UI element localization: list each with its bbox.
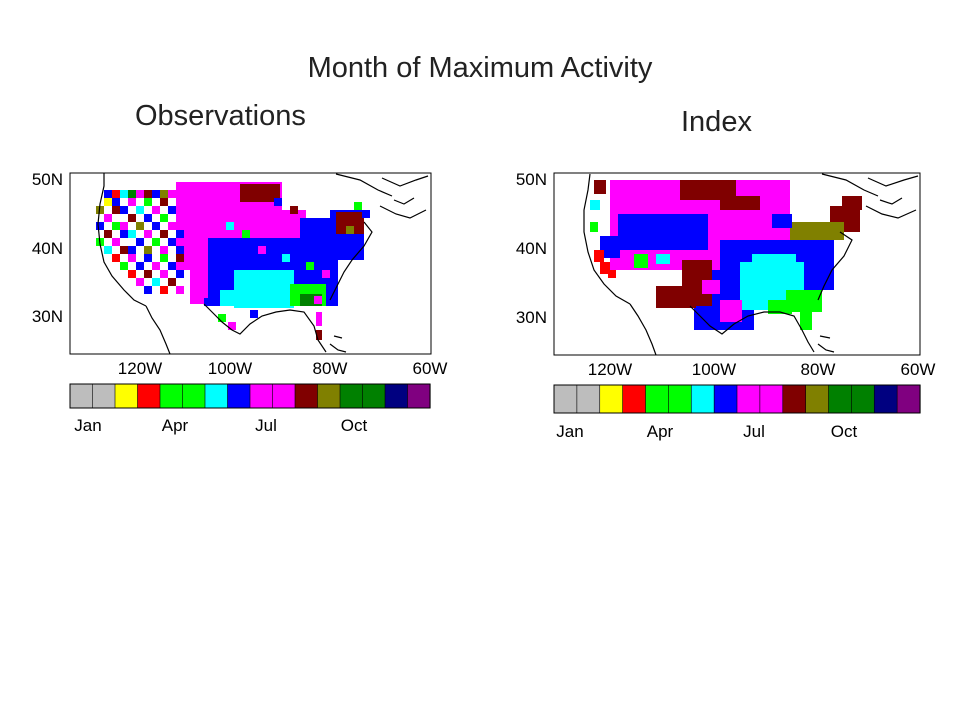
map-panel-index: 50N 40N 30N 120W 100W 80W 60W Jan Apr Ju…: [516, 170, 936, 441]
colorbar-swatch: [713, 384, 738, 414]
colorbar-swatch: [384, 383, 409, 409]
colorbar-swatch: [339, 383, 364, 409]
colorbar-swatch: [873, 384, 898, 414]
figure-title: Month of Maximum Activity: [307, 52, 653, 84]
colorbar-swatch: [690, 384, 715, 414]
colorbar-swatch: [92, 383, 116, 409]
colorbar-swatch: [851, 384, 875, 414]
colorbar-swatch: [249, 383, 274, 409]
lat-label: 30N: [32, 307, 63, 326]
map-panel-observations: 50N 40N 30N 120W 100W 80W 60W Jan Apr Ju…: [32, 170, 448, 435]
colorbar-swatch: [159, 383, 184, 409]
lon-label: 80W: [313, 359, 348, 378]
coastline-observations: [97, 173, 429, 355]
colorbar-swatch: [272, 383, 296, 409]
colorbar-swatch: [599, 384, 624, 414]
colorbar-swatch: [805, 384, 830, 414]
lon-label: 120W: [588, 360, 632, 379]
colorbar-swatch: [69, 383, 94, 409]
colorbar-swatch: [317, 383, 341, 409]
colorbar-swatch: [204, 383, 229, 409]
colorbar-swatch: [227, 383, 251, 409]
colorbar-swatch: [114, 383, 139, 409]
lon-label: 100W: [208, 359, 252, 378]
colorbar-swatch: [362, 383, 386, 409]
lat-label: 50N: [516, 170, 547, 189]
colorbar-swatch: [645, 384, 669, 414]
lat-label: 40N: [516, 239, 547, 258]
colorbar-swatch: [576, 384, 601, 414]
colorbar-swatch: [736, 384, 761, 414]
colorbar-swatch: [782, 384, 807, 414]
colorbar-swatch: [622, 384, 647, 414]
gridded-field-observations: [96, 182, 370, 340]
gridded-field-index: [590, 180, 862, 330]
colorbar-label: Apr: [162, 416, 189, 435]
colorbar-swatch: [896, 384, 921, 414]
colorbar-label: Jul: [743, 422, 765, 441]
lon-label: 120W: [118, 359, 162, 378]
colorbar-swatch: [137, 383, 161, 409]
lon-label: 100W: [692, 360, 736, 379]
colorbar-frame: [69, 383, 431, 409]
colorbar-observations: [69, 383, 431, 409]
colorbar-label: Jan: [556, 422, 583, 441]
colorbar-label: Jul: [255, 416, 277, 435]
colorbar-swatch: [553, 384, 578, 414]
colorbar-label: Oct: [831, 422, 858, 441]
map-frame-index: [553, 172, 921, 356]
coastline-index: [583, 173, 919, 356]
colorbar-label: Jan: [74, 416, 101, 435]
lon-label: 60W: [901, 360, 936, 379]
panel-subtitle-observations: Observations: [135, 100, 306, 132]
lat-label: 40N: [32, 239, 63, 258]
colorbar-swatch: [828, 384, 852, 414]
lat-label: 30N: [516, 308, 547, 327]
map-frame-observations: [69, 172, 432, 355]
colorbar-swatch: [759, 384, 784, 414]
lon-label: 60W: [413, 359, 448, 378]
panel-subtitle-index: Index: [681, 106, 752, 138]
colorbar-swatch: [294, 383, 319, 409]
colorbar-index: [553, 384, 921, 414]
colorbar-swatch: [668, 384, 692, 414]
colorbar-label: Oct: [341, 416, 368, 435]
lat-label: 50N: [32, 170, 63, 189]
colorbar-swatch: [407, 383, 431, 409]
colorbar-label: Apr: [647, 422, 674, 441]
lon-label: 80W: [801, 360, 836, 379]
colorbar-swatch: [182, 383, 206, 409]
colorbar-frame: [553, 384, 921, 414]
